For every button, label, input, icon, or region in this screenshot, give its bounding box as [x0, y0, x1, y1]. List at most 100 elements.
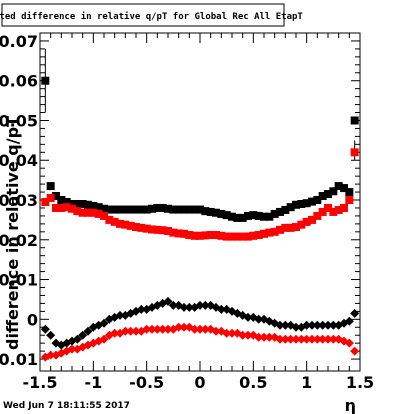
data-point	[190, 205, 199, 214]
data-point	[99, 318, 109, 328]
data-point	[116, 205, 124, 214]
data-point	[328, 334, 338, 344]
data-point	[254, 231, 263, 240]
data-point	[249, 231, 258, 240]
series-2	[40, 296, 360, 350]
data-point	[72, 334, 82, 344]
data-point	[94, 209, 103, 218]
data-point	[248, 312, 258, 322]
data-point	[260, 212, 268, 221]
data-point	[142, 224, 151, 233]
data-point	[286, 223, 295, 232]
data-point	[163, 324, 173, 334]
data-point	[340, 184, 348, 193]
data-point	[190, 231, 199, 240]
data-point	[152, 324, 162, 334]
data-point	[238, 213, 247, 222]
data-point	[350, 308, 360, 318]
data-point	[68, 199, 76, 208]
data-point	[291, 334, 301, 344]
data-point	[164, 227, 172, 236]
data-point	[174, 229, 183, 238]
data-point	[264, 332, 274, 342]
data-point	[142, 205, 151, 214]
data-point	[190, 324, 200, 334]
data-point	[120, 326, 130, 336]
data-point	[217, 231, 226, 240]
data-point	[222, 328, 232, 338]
series-0	[41, 76, 359, 222]
data-point	[137, 205, 146, 214]
data-point	[41, 76, 50, 85]
data-point	[121, 205, 130, 214]
data-point	[57, 196, 66, 205]
y-axis: -0.01 0 0.01 0.02 0.03 0.04 0.05 0.06 0.07	[0, 32, 360, 369]
data-point	[110, 217, 119, 226]
data-point	[73, 207, 82, 216]
data-point	[46, 330, 56, 340]
series-3	[40, 322, 360, 362]
data-point	[110, 205, 119, 214]
data-point	[329, 187, 338, 196]
data-point	[307, 334, 317, 344]
chart-title-box: Fitted difference in relative q/pT for G…	[0, 3, 303, 27]
data-point	[84, 208, 92, 217]
data-point	[200, 324, 210, 334]
data-point	[153, 203, 162, 212]
data-point	[217, 209, 226, 218]
data-point	[238, 232, 247, 241]
data-point	[270, 209, 279, 218]
data-point	[201, 231, 210, 240]
data-point	[211, 326, 221, 336]
data-point	[313, 196, 322, 205]
data-point	[243, 330, 253, 340]
data-point	[132, 205, 140, 214]
data-point	[99, 334, 109, 344]
data-point	[105, 215, 114, 224]
data-point	[254, 211, 263, 220]
data-point	[195, 324, 205, 334]
data-point	[132, 223, 140, 232]
data-point	[153, 225, 162, 234]
y-tick-label: 0.03	[0, 191, 38, 210]
data-point	[318, 192, 327, 201]
data-point	[126, 205, 135, 214]
y-tick-label: 0.02	[0, 231, 38, 250]
y-axis-label: difference in relative q/pT	[3, 116, 22, 350]
data-point	[180, 205, 188, 214]
data-point	[345, 196, 354, 205]
data-point	[164, 204, 172, 213]
data-point	[67, 344, 77, 354]
data-point	[158, 226, 167, 235]
x-axis-label: η	[345, 396, 356, 414]
data-point	[89, 201, 98, 210]
y-tick-label: 0.07	[0, 32, 38, 51]
data-point	[100, 211, 108, 220]
data-point	[179, 302, 189, 312]
data-point	[344, 316, 354, 326]
y-tick-label: 0	[27, 310, 38, 329]
data-point	[334, 182, 343, 191]
data-point	[83, 326, 93, 336]
data-point	[329, 207, 338, 216]
data-point	[328, 320, 338, 330]
data-point	[228, 212, 236, 221]
data-point	[323, 320, 333, 330]
data-point	[297, 199, 306, 208]
data-point	[281, 205, 290, 214]
data-point	[94, 203, 103, 212]
x-axis: -1.5 -1 -0.5 0 0.5 1 1.5	[23, 33, 374, 392]
data-point	[46, 194, 55, 203]
data-point	[78, 199, 87, 208]
data-point	[227, 328, 237, 338]
data-point	[307, 320, 317, 330]
data-point	[206, 231, 215, 240]
data-point	[323, 334, 333, 344]
data-point	[84, 200, 92, 209]
data-point	[265, 212, 274, 221]
data-point	[312, 320, 322, 330]
data-point	[344, 338, 354, 348]
data-point	[265, 228, 274, 237]
data-point	[169, 228, 178, 237]
data-point	[248, 330, 258, 340]
